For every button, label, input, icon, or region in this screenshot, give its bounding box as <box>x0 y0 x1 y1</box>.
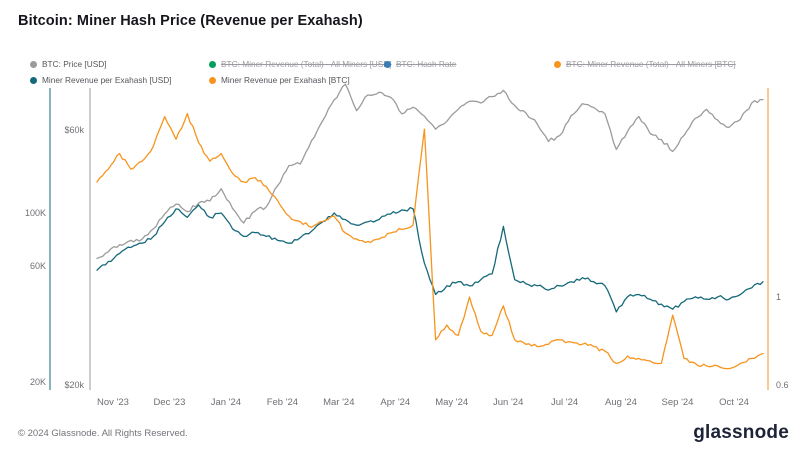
y-tick-label: 20K <box>30 377 46 387</box>
y-tick-label: $20k <box>64 380 84 390</box>
y-tick-label: 60K <box>30 261 46 271</box>
x-tick-label: May '24 <box>435 397 468 408</box>
legend-item[interactable]: BTC: Hash Rate <box>384 59 554 69</box>
legend-dot-icon <box>30 76 37 84</box>
legend-item[interactable]: BTC: Miner Revenue (Total) - All Miners … <box>209 59 392 69</box>
y-tick-label: 1 <box>776 292 781 302</box>
legend-item[interactable]: Miner Revenue per Exahash [USD] <box>30 75 209 85</box>
legend-item-label: BTC: Price [USD] <box>42 59 107 69</box>
x-tick-label: Jan '24 <box>211 397 241 408</box>
x-tick-label: Mar '24 <box>323 397 354 408</box>
legend-item[interactable]: BTC: Price [USD] <box>30 59 209 69</box>
y-tick-label: $60k <box>64 125 84 135</box>
x-tick-label: Sep '24 <box>662 397 694 408</box>
x-tick-label: Oct '24 <box>719 397 749 408</box>
x-tick-label: Jul '24 <box>551 397 578 408</box>
legend-item-label: BTC: Miner Revenue (Total) - All Miners … <box>566 59 736 69</box>
legend-dot-icon <box>554 60 561 68</box>
copyright-text: © 2024 Glassnode. All Rights Reserved. <box>18 428 188 439</box>
x-tick-label: Aug '24 <box>605 397 637 408</box>
x-tick-label: Dec '23 <box>153 397 185 408</box>
legend-dot-icon <box>30 60 37 68</box>
legend-item-label: Miner Revenue per Exahash [BTC] <box>221 75 350 85</box>
series-line <box>96 83 764 260</box>
legend-dot-icon <box>209 76 216 84</box>
legend-item[interactable]: BTC: Miner Revenue (Total) - All Miners … <box>554 59 736 69</box>
legend-item-label: BTC: Hash Rate <box>396 59 457 69</box>
legend-dot-icon <box>209 60 216 68</box>
series-line <box>96 112 764 370</box>
series-line <box>96 204 764 313</box>
legend: BTC: Price [USD] BTC: Miner Revenue (Tota… <box>30 59 736 85</box>
glassnode-logo: glassnode <box>693 422 789 443</box>
x-tick-label: Jun '24 <box>493 397 523 408</box>
x-tick-label: Feb '24 <box>267 397 298 408</box>
legend-dot-icon <box>384 60 391 68</box>
legend-item-label: Miner Revenue per Exahash [USD] <box>42 75 172 85</box>
x-tick-label: Nov '23 <box>97 397 129 408</box>
y-tick-label: 100K <box>25 208 46 218</box>
x-tick-label: Apr '24 <box>380 397 410 408</box>
legend-item-label: BTC: Miner Revenue (Total) - All Miners … <box>221 59 392 69</box>
page-title: Bitcoin: Miner Hash Price (Revenue per E… <box>18 13 363 29</box>
y-tick-label: 0.6 <box>776 380 789 390</box>
legend-item[interactable]: Miner Revenue per Exahash [BTC] <box>209 75 384 85</box>
